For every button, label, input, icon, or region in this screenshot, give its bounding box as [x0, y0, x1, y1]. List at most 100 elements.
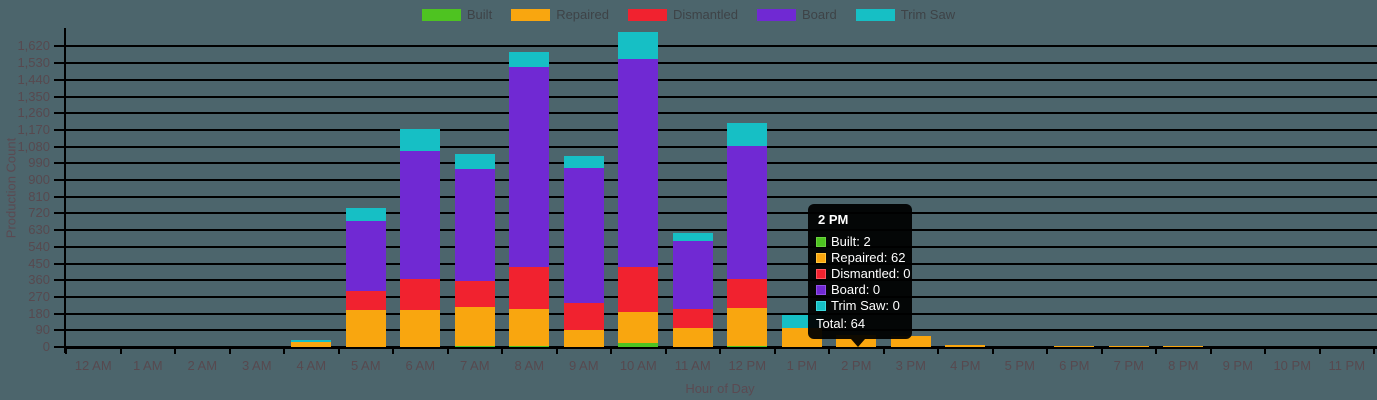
y-axis-tick: [54, 62, 66, 65]
bar-7-am-dismantled[interactable]: [454, 281, 495, 307]
x-tick-label: 10 AM: [619, 358, 657, 373]
x-axis-tick: [882, 349, 885, 354]
bar-12-pm-trim-saw[interactable]: [727, 123, 768, 146]
chart-legend: Built Repaired Dismantled Board Trim Saw: [0, 7, 1377, 22]
gridline: [66, 262, 1377, 265]
x-tick-label: 1 AM: [132, 358, 163, 373]
bar-8-am-trim-saw[interactable]: [509, 52, 550, 67]
bar-11-am-trim-saw[interactable]: [672, 233, 713, 241]
y-tick-label: 1,620: [17, 38, 50, 54]
y-tick-label: 1,350: [17, 88, 50, 104]
bar-4-pm-repaired[interactable]: [945, 345, 986, 347]
bar-4-am-repaired[interactable]: [291, 342, 332, 347]
bar-7-am-repaired[interactable]: [454, 307, 495, 346]
x-axis-tick: [1373, 349, 1375, 354]
legend-item-trim-saw[interactable]: Trim Saw: [855, 7, 955, 22]
x-axis-tick: [610, 349, 612, 354]
bar-11-am-repaired[interactable]: [672, 328, 713, 347]
bar-8-am-dismantled[interactable]: [509, 267, 550, 309]
x-tick-label: 4 PM: [950, 358, 981, 373]
legend-label: Built: [466, 7, 493, 22]
x-axis-tick: [719, 349, 721, 354]
bar-5-am-dismantled[interactable]: [345, 291, 386, 310]
tooltip-total: Total: 64: [816, 316, 866, 331]
tooltip-swatch: [816, 237, 826, 247]
bar-11-am-board[interactable]: [672, 241, 713, 309]
gridline: [66, 229, 1377, 232]
bar-9-am-trim-saw[interactable]: [563, 156, 604, 168]
x-axis-tick: [828, 349, 830, 354]
y-tick-label: 1,260: [17, 105, 50, 121]
bar-6-am-board[interactable]: [400, 151, 441, 279]
bar-5-am-board[interactable]: [345, 221, 386, 291]
bar-8-pm-repaired[interactable]: [1163, 346, 1204, 347]
tooltip-swatch: [816, 285, 826, 295]
bar-7-am-trim-saw[interactable]: [454, 154, 495, 169]
bar-3-pm-repaired[interactable]: [890, 336, 931, 347]
y-axis-tick: [54, 95, 66, 98]
bar-10-am-dismantled[interactable]: [618, 267, 659, 312]
y-axis-tick: [54, 145, 66, 148]
bar-6-pm-repaired[interactable]: [1054, 346, 1095, 347]
bar-9-am-dismantled[interactable]: [563, 303, 604, 330]
bar-10-am-repaired[interactable]: [618, 312, 659, 343]
bar-6-am-dismantled[interactable]: [400, 279, 441, 310]
bar-10-am-board[interactable]: [618, 59, 659, 267]
bar-4-am-trim-saw[interactable]: [291, 340, 332, 342]
legend-swatch: [855, 8, 895, 21]
gridline: [66, 312, 1377, 315]
x-tick-label: 3 PM: [895, 358, 926, 373]
y-axis-title: Production Count: [3, 137, 19, 239]
tooltip-row-board: Board: 0: [816, 282, 904, 298]
bar-9-am-board[interactable]: [563, 168, 604, 303]
x-tick-label: 11 PM: [1328, 358, 1366, 373]
gridline: [66, 179, 1377, 181]
x-axis-tick: [991, 349, 994, 354]
bar-12-pm-repaired[interactable]: [727, 308, 768, 346]
bar-10-am-trim-saw[interactable]: [618, 32, 659, 59]
bar-12-pm-built[interactable]: [727, 346, 768, 347]
bar-11-am-dismantled[interactable]: [672, 309, 713, 328]
y-tick-label: 630: [28, 222, 50, 238]
legend-swatch: [511, 8, 551, 21]
x-axis-tick: [1318, 349, 1321, 354]
bar-12-pm-dismantled[interactable]: [727, 279, 768, 308]
bar-8-am-repaired[interactable]: [509, 309, 550, 346]
bar-5-am-repaired[interactable]: [345, 310, 386, 347]
tooltip-swatch: [816, 269, 826, 279]
tooltip-row-text: Repaired: 62: [831, 250, 906, 265]
x-tick-label: 12 AM: [74, 358, 112, 373]
legend-item-board[interactable]: Board: [756, 7, 837, 22]
y-tick-label: 90: [35, 322, 50, 338]
bar-7-am-board[interactable]: [454, 169, 495, 281]
bar-7-pm-repaired[interactable]: [1108, 346, 1149, 347]
legend-item-dismantled[interactable]: Dismantled: [627, 7, 738, 22]
bar-10-am-built[interactable]: [618, 343, 659, 347]
bar-7-am-built[interactable]: [454, 346, 495, 347]
bar-8-am-board[interactable]: [509, 67, 550, 267]
tooltip-row-text: Trim Saw: 0: [831, 298, 900, 313]
legend-item-repaired[interactable]: Repaired: [511, 7, 609, 22]
legend-item-built[interactable]: Built: [421, 7, 493, 22]
y-axis-tick: [54, 195, 66, 198]
x-axis-tick: [65, 349, 67, 354]
x-axis-title: Hour of Day: [685, 381, 755, 396]
bar-6-am-trim-saw[interactable]: [400, 129, 441, 151]
tooltip-row-repaired: Repaired: 62: [816, 250, 906, 266]
bar-6-am-repaired[interactable]: [400, 310, 441, 347]
x-tick-label: 5 PM: [1004, 358, 1035, 373]
x-axis-tick: [1100, 349, 1103, 354]
x-axis-tick: [555, 349, 558, 354]
bar-8-am-built[interactable]: [509, 346, 550, 347]
x-axis-tick: [773, 349, 776, 354]
bar-9-am-repaired[interactable]: [563, 330, 604, 347]
x-tick-label: 6 PM: [1059, 358, 1090, 373]
gridline: [66, 128, 1377, 131]
x-tick-label: 2 PM: [841, 358, 872, 373]
y-axis-tick: [54, 212, 66, 215]
bar-12-pm-board[interactable]: [727, 146, 768, 279]
bar-5-am-trim-saw[interactable]: [345, 208, 386, 221]
x-axis-line: [64, 346, 1377, 349]
tooltip-swatch: [816, 253, 826, 263]
x-tick-label: 1 PM: [786, 358, 817, 373]
